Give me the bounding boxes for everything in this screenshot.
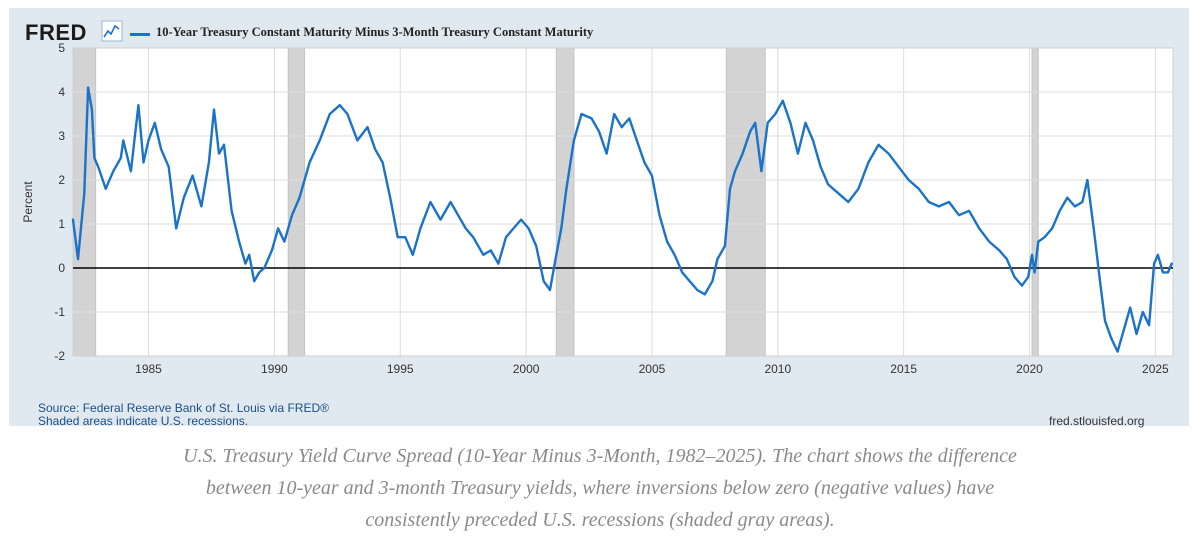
line-chart: -2 -1 0 1 2 3 4 5 1985 1990 1995 2000 2005 2010 2015 20… bbox=[21, 41, 1174, 376]
source-text: Source: Federal Reserve Bank of St. Loui… bbox=[38, 401, 329, 415]
chart-panel: FRED 10-Year Treasury Constant Maturity … bbox=[9, 8, 1189, 428]
y-axis-label: Percent bbox=[21, 181, 35, 223]
plot-border bbox=[72, 47, 1174, 357]
x-tick-label: 2010 bbox=[764, 362, 791, 376]
y-tick-label: 5 bbox=[58, 41, 65, 55]
y-tick-label: 4 bbox=[58, 85, 65, 99]
x-tick-label: 2020 bbox=[1016, 362, 1043, 376]
y-tick-label: -2 bbox=[54, 349, 65, 363]
legend-swatch bbox=[130, 33, 150, 36]
y-tick-label: 0 bbox=[58, 261, 65, 275]
x-tick-label: 2005 bbox=[639, 362, 666, 376]
x-tick-label: 1995 bbox=[387, 362, 414, 376]
x-tick-label: 2000 bbox=[513, 362, 540, 376]
recession-band bbox=[1031, 47, 1039, 357]
y-tick-label: -1 bbox=[54, 305, 65, 319]
plot-area bbox=[73, 48, 1173, 356]
line-chart-icon bbox=[101, 20, 123, 42]
x-tick-label: 2015 bbox=[890, 362, 917, 376]
y-tick-label: 3 bbox=[58, 129, 65, 143]
figure-caption: U.S. Treasury Yield Curve Spread (10-Yea… bbox=[183, 445, 1017, 531]
y-tick-label: 1 bbox=[58, 217, 65, 231]
legend-label: 10-Year Treasury Constant Maturity Minus… bbox=[156, 25, 594, 39]
x-tick-label: 2025 bbox=[1142, 362, 1169, 376]
y-tick-label: 2 bbox=[58, 173, 65, 187]
series-line bbox=[71, 86, 1173, 353]
x-tick-label: 1985 bbox=[135, 362, 162, 376]
fred-logo[interactable]: FRED bbox=[25, 20, 87, 45]
site-link[interactable]: fred.stlouisfed.org bbox=[1049, 414, 1145, 428]
recession-band bbox=[725, 47, 766, 357]
recession-note: Shaded areas indicate U.S. recessions. bbox=[38, 414, 249, 428]
x-tick-label: 1990 bbox=[261, 362, 288, 376]
